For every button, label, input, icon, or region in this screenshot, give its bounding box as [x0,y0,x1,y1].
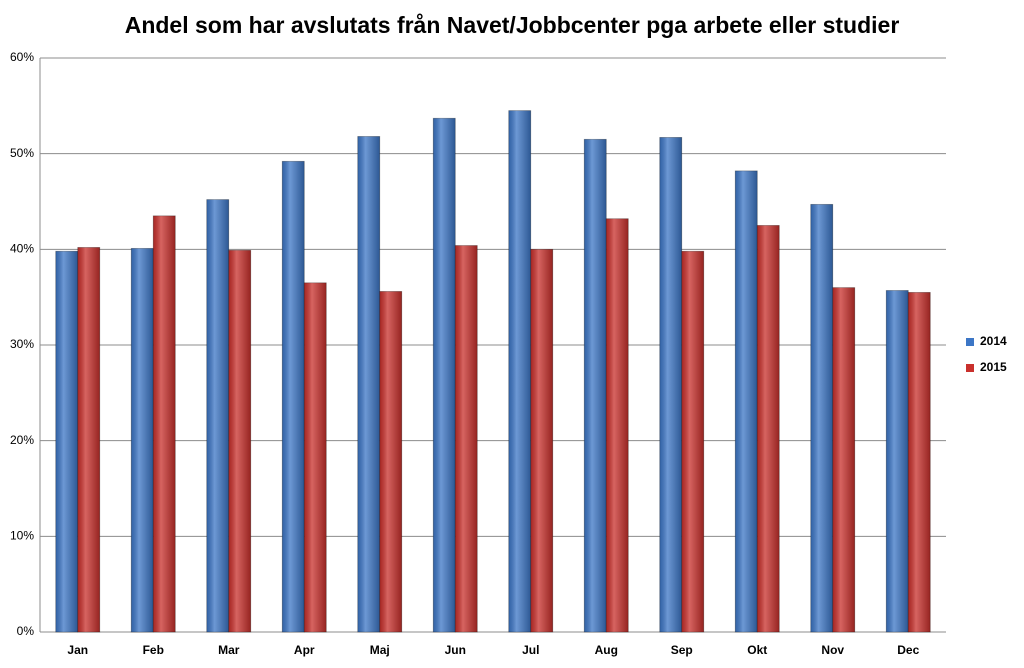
legend-swatch [966,364,974,372]
bar [810,203,834,633]
x-tick-label: Jan [67,643,88,657]
bar [734,170,758,633]
legend-swatch [966,338,974,346]
y-tick-label: 10% [10,529,34,543]
x-tick-label: Nov [821,643,844,657]
bar [357,136,381,633]
x-tick-label: Mar [218,643,240,657]
x-tick-label: Maj [370,643,390,657]
y-tick-label: 20% [10,433,34,447]
y-tick-label: 40% [10,242,34,256]
x-tick-label: Dec [897,643,919,657]
bar [281,160,305,633]
bar [832,287,856,633]
bar [77,247,101,633]
x-tick-label: Apr [294,643,315,657]
legend-label: 2015 [980,360,1007,374]
bar [605,218,629,633]
bar [508,110,532,633]
bar [756,225,780,633]
y-tick-label: 30% [10,337,34,351]
y-tick-label: 60% [10,50,34,64]
bar [530,248,554,633]
x-tick-label: Feb [143,643,164,657]
x-tick-label: Jul [522,643,539,657]
bar [583,138,607,633]
bar [659,137,683,633]
legend-label: 2014 [980,334,1007,348]
bar [681,250,705,633]
bar [379,291,403,633]
bar [206,199,230,633]
x-tick-label: Sep [671,643,693,657]
y-tick-label: 50% [10,146,34,160]
bar [432,117,456,633]
x-tick-label: Okt [747,643,767,657]
bar [454,245,478,633]
bar [907,291,931,633]
bar [303,282,327,633]
chart-title: Andel som har avslutats från Navet/Jobbc… [125,12,900,38]
x-tick-label: Jun [445,643,466,657]
bar [55,250,79,633]
x-tick-label: Aug [595,643,618,657]
bar [130,247,154,633]
y-tick-label: 0% [17,624,35,638]
bar [152,215,176,633]
bar [228,249,252,633]
bar [885,290,909,633]
